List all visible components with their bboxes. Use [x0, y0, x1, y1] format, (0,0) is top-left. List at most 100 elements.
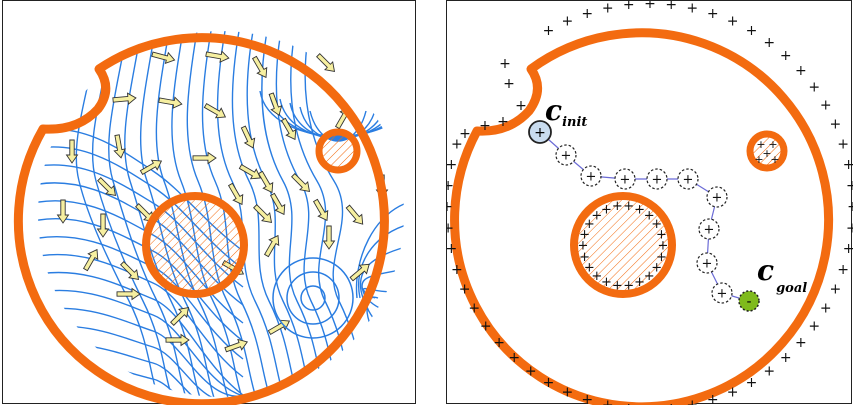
field-arrow [349, 263, 370, 282]
field-arrow [112, 92, 137, 106]
field-arrow [280, 117, 297, 141]
path-node-charge: + [683, 173, 694, 188]
boundary-charge: + [459, 126, 471, 142]
boundary-charge: + [468, 301, 480, 317]
field-arrow [82, 248, 99, 272]
field-arrow [56, 199, 70, 224]
field-arrow [165, 333, 190, 347]
obstacle-charge: + [601, 275, 612, 290]
obstacle-charge: + [612, 278, 623, 293]
boundary-charge: + [707, 6, 719, 22]
field-arrow [205, 50, 230, 63]
boundary-charge: + [795, 63, 807, 79]
field-line [366, 296, 404, 357]
path-node-charge: + [704, 223, 715, 238]
field-line [38, 271, 244, 396]
boundary-charge: + [623, 401, 635, 405]
boundary-charge: + [499, 56, 511, 72]
boundary-charges: + + + + ++++++++++++++++++++++++++++++++++++… [447, 1, 853, 405]
boundary-charge: + [451, 262, 463, 278]
init-label: cinit [545, 94, 588, 130]
obstacle-charge: + [658, 239, 669, 254]
boundary-charge: + [623, 1, 635, 13]
obstacle-charge: + [623, 278, 634, 293]
field-line [38, 307, 244, 397]
boundary-charge: + [746, 375, 758, 391]
vector-field-panel [2, 0, 416, 405]
boundary-charge: + [543, 375, 555, 391]
obstacle-charge: + [579, 250, 590, 265]
goal-node [738, 290, 760, 312]
field-line [38, 361, 244, 397]
field-arrow [203, 102, 227, 119]
path-node-charge: + [620, 173, 631, 188]
obstacle-charge: + [584, 260, 595, 275]
boundary-charge: + [515, 98, 527, 114]
boundary-charge: + [525, 363, 537, 379]
field-arrow [253, 204, 273, 224]
obstacle-charge: + [756, 138, 765, 151]
small-obstacle-right [746, 130, 788, 172]
world-boundary [13, 33, 389, 405]
obstacle-charge: + [656, 250, 667, 265]
obstacle-charge: + [591, 209, 602, 224]
field-arrow [97, 177, 117, 197]
field-line [261, 31, 328, 397]
field-line [358, 222, 404, 299]
field-arrow [158, 96, 183, 109]
obstacle-charge: + [584, 217, 595, 232]
field-arrow [96, 213, 110, 238]
boundary-charge: + [843, 241, 853, 257]
boundary-charge: + [707, 392, 719, 405]
path-nodes: ++ + + +++++ [555, 144, 733, 304]
boundary-charge: + [562, 385, 574, 401]
boundary-charge: + [686, 1, 698, 17]
boundary-charge: + [847, 199, 853, 215]
field-arrow [345, 204, 364, 225]
init-node-charge: + [534, 125, 546, 141]
field-arrow [170, 306, 190, 326]
field-line [246, 31, 314, 397]
obstacle-charge: + [656, 227, 667, 242]
path-node-charge: + [652, 173, 663, 188]
obstacle-charge: + [754, 153, 763, 166]
field-line [38, 253, 244, 378]
obstacle-charge: + [578, 239, 589, 254]
boundary-charge: + [843, 157, 853, 173]
boundary-charge: + [581, 6, 593, 22]
boundary-charge: + [497, 114, 509, 130]
field-arrow [322, 225, 336, 250]
field-arrow [269, 192, 286, 216]
boundary-charge: + [644, 1, 656, 12]
small-obstacle [315, 128, 361, 174]
boundary-charge: + [562, 14, 574, 30]
path-node [614, 168, 636, 190]
obstacle-charge: + [644, 269, 655, 284]
path-node [698, 218, 720, 240]
path-node [711, 282, 733, 304]
boundary-charge: + [543, 23, 555, 39]
field-line [108, 31, 188, 397]
field-arrow [238, 163, 262, 180]
obstacle-charge: + [768, 138, 777, 151]
path-node [580, 165, 602, 187]
obstacle-charge: + [762, 147, 771, 160]
goal-label: cgoal [757, 254, 808, 296]
boundary-charge: + [727, 385, 739, 401]
field-arrow [120, 261, 140, 281]
obstacle-charge: + [601, 202, 612, 217]
field-arrow [224, 338, 249, 353]
boundary-charge: + [837, 136, 849, 152]
field-line [38, 289, 244, 397]
field-line [75, 31, 160, 397]
field-arrow [116, 287, 141, 301]
obstacle-charge: + [644, 209, 655, 224]
path-node-charge: + [712, 191, 723, 206]
boundary-charge: + [820, 301, 832, 317]
field-line [355, 200, 404, 299]
boundary-charge: + [447, 220, 454, 236]
boundary-charge: + [493, 335, 505, 351]
obstacle-charges: ++++++++++++++++ + + +++++ +++ + [578, 138, 780, 293]
obstacle-charge: + [770, 153, 779, 166]
charge-panel: + + + + + + + + + + + + + + + + + + + + + + + + + + + + + + + + + + + + + + + +… [446, 0, 853, 405]
